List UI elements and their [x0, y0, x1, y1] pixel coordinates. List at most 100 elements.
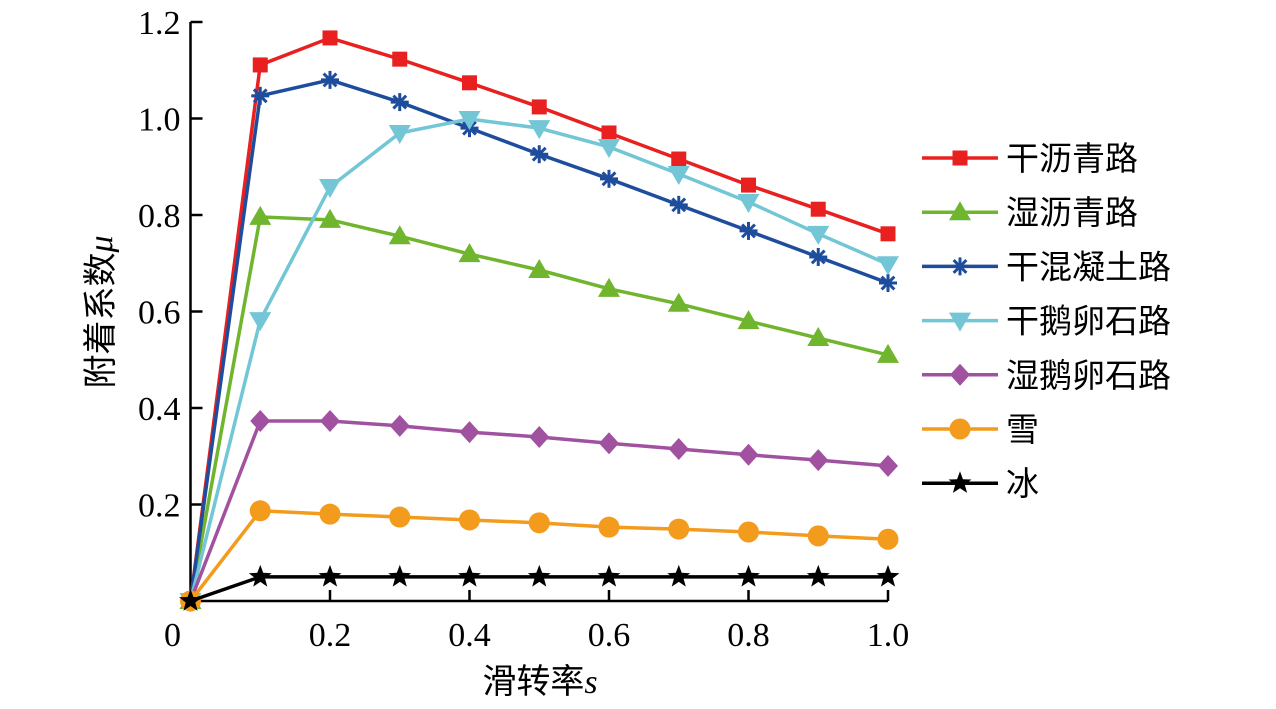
- marker-star: [876, 564, 900, 587]
- legend-item: 干鹅卵石路: [922, 304, 1171, 341]
- marker-asterisk-stroke: [880, 275, 896, 291]
- marker-diamond: [808, 449, 829, 472]
- marker-asterisk: [879, 274, 897, 293]
- x-tick-label: 0.6: [588, 617, 631, 654]
- marker-asterisk-stroke: [531, 146, 547, 162]
- marker-circle: [528, 512, 550, 534]
- x-axis-label-var: s: [584, 664, 597, 701]
- marker-star: [948, 471, 972, 493]
- y-axis-label-var: μ: [83, 235, 120, 253]
- y-axis-label-main: 附着系数: [82, 253, 120, 389]
- marker-triangle-down: [388, 124, 411, 144]
- x-tick-label: 0.2: [309, 617, 352, 654]
- legend-item: 干沥青路: [922, 141, 1138, 178]
- marker-asterisk-stroke: [952, 258, 968, 274]
- marker-asterisk-stroke: [601, 171, 617, 187]
- marker-square: [952, 150, 968, 166]
- marker-triangle-down: [877, 256, 899, 276]
- marker-triangle-up: [528, 259, 551, 279]
- legend-label: 湿沥青路: [1006, 195, 1138, 232]
- marker-diamond: [738, 443, 759, 466]
- legend-label: 干鹅卵石路: [1006, 304, 1171, 341]
- y-tick-label: 0.4: [138, 391, 181, 428]
- marker-square: [531, 99, 547, 115]
- marker-asterisk-stroke: [392, 94, 408, 110]
- marker-star: [806, 564, 830, 587]
- marker-triangle-up: [249, 205, 272, 225]
- y-tick-label: 0.6: [138, 295, 181, 332]
- series-diamond: [180, 410, 898, 612]
- marker-triangle-down: [667, 165, 690, 185]
- marker-triangle-up: [949, 201, 971, 221]
- marker-square: [322, 30, 338, 46]
- marker-asterisk: [530, 145, 549, 164]
- marker-asterisk: [251, 86, 270, 105]
- marker-star: [597, 564, 621, 587]
- marker-diamond: [668, 438, 689, 461]
- marker-triangle-down: [458, 110, 481, 130]
- marker-diamond: [529, 425, 550, 448]
- marker-circle: [389, 506, 411, 528]
- marker-asterisk-stroke: [322, 72, 338, 88]
- x-axis-label: 滑转率s: [482, 663, 597, 701]
- marker-circle: [319, 503, 341, 525]
- series-triangle-down: [179, 110, 899, 612]
- marker-star: [527, 564, 551, 587]
- marker-asterisk: [739, 221, 758, 240]
- marker-asterisk: [600, 169, 618, 188]
- marker-triangle-down: [528, 120, 551, 140]
- marker-star: [667, 564, 691, 587]
- marker-square: [462, 75, 477, 91]
- marker-diamond: [250, 410, 271, 433]
- marker-diamond: [320, 410, 340, 433]
- legend-label: 湿鹅卵石路: [1006, 358, 1171, 395]
- marker-circle: [738, 521, 759, 543]
- marker-triangle-down: [807, 225, 830, 245]
- marker-asterisk: [321, 70, 339, 89]
- x-tick-label: 0.4: [448, 617, 491, 654]
- marker-asterisk-stroke: [252, 88, 268, 104]
- marker-triangle-down: [737, 193, 760, 213]
- legend-item: 湿沥青路: [922, 195, 1138, 232]
- marker-triangle-up: [737, 310, 760, 330]
- marker-asterisk: [809, 247, 828, 266]
- legend-label: 雪: [1006, 413, 1039, 449]
- marker-diamond: [389, 414, 410, 437]
- marker-diamond: [950, 363, 970, 386]
- marker-star: [388, 564, 412, 587]
- marker-circle: [459, 509, 480, 531]
- marker-triangle-up: [877, 343, 899, 363]
- marker-asterisk-stroke: [810, 249, 826, 265]
- axes: 0 0.2 0.4 0.6 0.8 1.0 0.2 0.4 0.6 0.8 1.0 1.2: [138, 5, 909, 654]
- marker-star: [737, 564, 760, 587]
- marker-asterisk: [669, 195, 688, 214]
- marker-asterisk: [951, 257, 969, 276]
- legend-label: 干沥青路: [1006, 141, 1138, 178]
- marker-circle: [949, 418, 971, 440]
- marker-circle: [668, 518, 690, 540]
- marker-triangle-up: [667, 292, 690, 312]
- marker-circle: [598, 516, 620, 538]
- x-tick-label: 0.8: [727, 617, 770, 654]
- marker-triangle-up: [458, 243, 481, 263]
- marker-star: [179, 589, 202, 611]
- marker-diamond: [459, 421, 480, 444]
- y-tick-label: 0.2: [138, 488, 181, 525]
- legend-item: 干混凝土路: [922, 249, 1171, 286]
- marker-asterisk-stroke: [671, 197, 687, 213]
- marker-square: [810, 201, 826, 217]
- marker-star: [318, 564, 342, 587]
- marker-triangle-up: [598, 277, 620, 297]
- marker-diamond: [599, 432, 619, 455]
- y-tick-label: 1.2: [138, 5, 181, 42]
- marker-circle: [877, 528, 899, 550]
- series-star: [179, 564, 900, 611]
- legend-item: 雪: [922, 413, 1039, 449]
- marker-triangle-down: [949, 312, 971, 332]
- legend-item: 冰: [922, 466, 1039, 503]
- marker-square: [392, 51, 408, 67]
- marker-asterisk: [390, 93, 409, 112]
- marker-star: [458, 564, 481, 587]
- marker-triangle-up: [388, 225, 411, 245]
